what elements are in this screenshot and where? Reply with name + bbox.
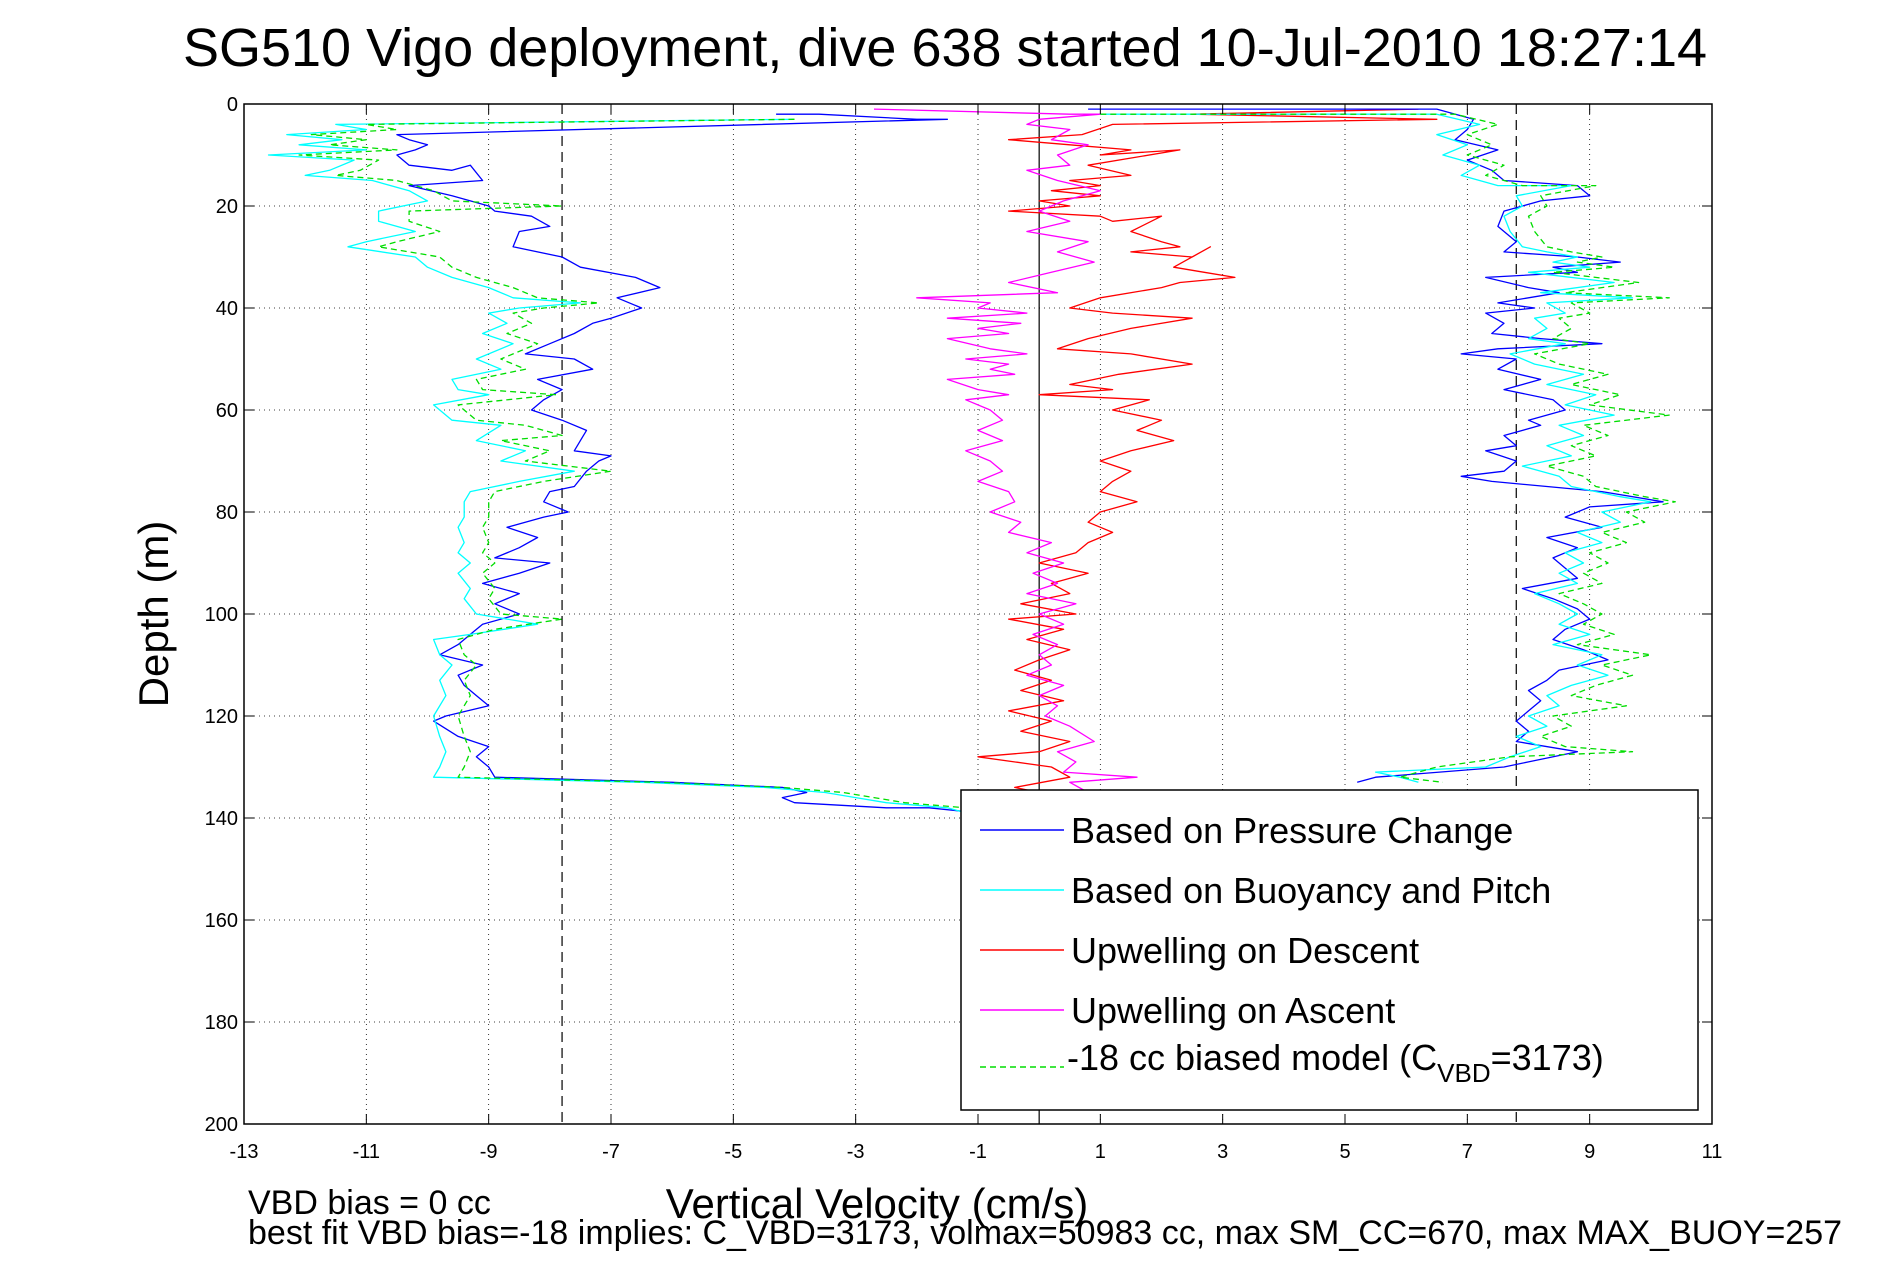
- footer-line-1: VBD bias = 0 cc: [248, 1184, 491, 1222]
- y-tick-label: 20: [216, 196, 238, 218]
- series-line-6: [1088, 108, 1664, 783]
- y-tick-label: 0: [227, 94, 238, 116]
- y-tick-label: 60: [216, 400, 238, 422]
- series-line-1: [396, 113, 979, 814]
- series-line-3: [977, 108, 1438, 804]
- x-tick-label: -9: [480, 1141, 498, 1163]
- y-tick-label: 80: [216, 502, 238, 524]
- x-tick-label: -11: [353, 1141, 380, 1163]
- series-line-4: [873, 108, 1138, 799]
- y-tick-label: 100: [205, 604, 238, 626]
- chart-title: SG510 Vigo deployment, dive 638 started …: [183, 18, 1707, 78]
- x-tick-label: -3: [847, 1141, 865, 1163]
- legend-model-label: -18 cc biased model (CVBD=3173): [1067, 1037, 1604, 1088]
- x-tick-label: 9: [1584, 1141, 1595, 1163]
- x-tick-label: 7: [1462, 1141, 1473, 1163]
- x-tick-label: 11: [1702, 1141, 1723, 1163]
- legend-model-prefix: -18 cc biased model (C: [1067, 1037, 1437, 1078]
- series-line-8: [1100, 113, 1676, 783]
- y-tick-label: 140: [205, 808, 238, 830]
- axis-tick-labels: -13 -11 -9 -7 -5 -3 -1 1 3 5 7 9 1102040608010012014…: [205, 94, 1723, 1163]
- legend-label: Based on Buoyancy and Pitch: [1071, 870, 1551, 911]
- y-tick-label: 200: [205, 1114, 238, 1136]
- legend-model-suffix: =3173): [1491, 1037, 1604, 1078]
- legend-label: Upwelling on Descent: [1071, 930, 1419, 971]
- y-tick-label: 120: [205, 706, 238, 728]
- x-tick-label: 3: [1217, 1141, 1228, 1163]
- series-line-2: [267, 118, 966, 814]
- x-axis-label: Vertical Velocity (cm/s): [666, 1180, 1088, 1227]
- x-tick-label: -5: [724, 1141, 742, 1163]
- y-tick-label: 40: [216, 298, 238, 320]
- series-line-5: [298, 118, 985, 814]
- x-tick-label: -7: [602, 1141, 620, 1163]
- x-tick-label: -1: [969, 1141, 987, 1163]
- x-tick-label: 1: [1095, 1141, 1106, 1163]
- series-line-7: [1100, 113, 1652, 783]
- data-series: [267, 108, 1676, 814]
- legend-box: [960, 789, 1699, 1111]
- legend-entries: Based on Pressure Change Based on Buoyanc…: [980, 810, 1551, 1031]
- axis-ticks: [243, 103, 1713, 1125]
- legend-label: Based on Pressure Change: [1071, 810, 1513, 851]
- footer-line-2: best fit VBD bias=-18 implies: C_VBD=317…: [248, 1214, 1842, 1252]
- legend-label: Upwelling on Ascent: [1071, 990, 1395, 1031]
- x-tick-label: -13: [230, 1141, 259, 1163]
- legend: Based on Pressure Change Based on Buoyanc…: [960, 789, 1699, 1111]
- y-axis-label: Depth (m): [130, 521, 177, 708]
- y-tick-label: 160: [205, 910, 238, 932]
- legend-model-subscript: VBD: [1437, 1058, 1490, 1088]
- y-tick-label: 180: [205, 1012, 238, 1034]
- x-tick-label: 5: [1339, 1141, 1350, 1163]
